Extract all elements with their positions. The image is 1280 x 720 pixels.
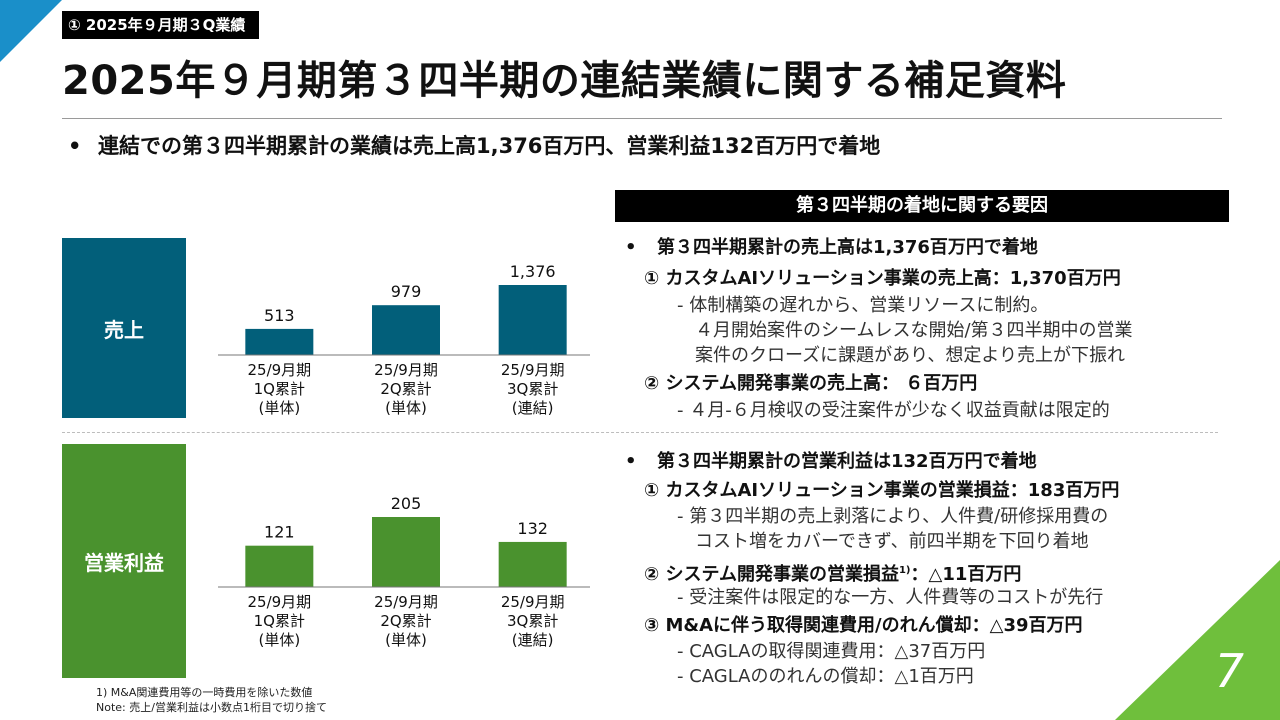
category-label: 25/9月期 — [501, 361, 565, 379]
category-label: 25/9月期 — [247, 361, 311, 379]
page-number: 7 — [1214, 644, 1244, 698]
section-tag: ① 2025年９月期３Q業績 — [62, 11, 260, 39]
category-label: 3Q累計 — [507, 612, 558, 630]
footnotes: 1) M&A関連費用等の一時費用を除いた数値 Note: 売上/営業利益は小数点… — [96, 685, 327, 715]
category-label: 1Q累計 — [254, 612, 305, 630]
sales-label-block: 売上 — [62, 238, 186, 418]
category-label: (連結) — [512, 399, 554, 417]
op-factor-item-1: ① カスタムAIソリューション事業の営業損益：183百万円 — [644, 480, 1120, 501]
sales-factor-item-1: ① カスタムAIソリューション事業の売上高：1,370百万円 — [644, 268, 1121, 289]
op-label-block: 営業利益 — [62, 444, 186, 678]
op-factor-item-1-detail-2: コスト増をカバーできず、前四半期を下回り着地 — [695, 531, 1089, 552]
category-label: 25/9月期 — [247, 593, 311, 611]
op-factor-item-3-detail-1: - CAGLAの取得関連費用：△37百万円 — [677, 641, 986, 662]
corner-accent-bottom-right — [1115, 560, 1280, 720]
op-factor-heading: • 第３四半期累計の営業利益は132百万円で着地 — [625, 451, 1037, 472]
bullet-icon: • — [68, 134, 82, 158]
bar — [372, 517, 440, 587]
category-label: (連結) — [512, 631, 554, 649]
data-label: 979 — [391, 282, 422, 301]
op-factor-item-1-detail-1: - 第３四半期の売上剥落により、人件費/研修採用費の — [677, 506, 1109, 527]
operating-profit-bar-chart: 12125/9月期1Q累計(単体)20525/9月期2Q累計(単体)13225/… — [218, 494, 590, 649]
sales-factor-item-1-detail-2: ４月開始案件のシームレスな開始/第３四半期中の営業 — [695, 320, 1133, 341]
category-label: (単体) — [385, 631, 427, 649]
category-label: 3Q累計 — [507, 380, 558, 398]
data-label: 1,376 — [510, 262, 556, 281]
data-label: 205 — [391, 494, 422, 513]
category-label: 25/9月期 — [374, 593, 438, 611]
sales-factor-item-1-detail-1: - 体制構築の遅れから、営業リソースに制約。 — [677, 295, 1049, 316]
category-label: 2Q累計 — [380, 612, 431, 630]
bullet-icon: • — [625, 237, 637, 258]
bar — [498, 541, 567, 587]
sales-factor-item-2: ② システム開発事業の売上高： ６百万円 — [644, 373, 978, 394]
category-label: (単体) — [258, 399, 300, 417]
title-divider — [62, 118, 1222, 119]
data-label: 132 — [517, 519, 548, 538]
bar — [498, 285, 567, 355]
bar — [245, 328, 314, 355]
footnote-2: Note: 売上/営業利益は小数点1桁目で切り捨て — [96, 701, 327, 714]
op-factor-item-3: ③ M&Aに伴う取得関連費用/のれん償却：△39百万円 — [644, 615, 1083, 636]
factors-header: 第３四半期の着地に関する要因 — [615, 190, 1229, 222]
op-factor-item-2-detail: - 受注案件は限定的な一方、人件費等のコストが先行 — [677, 587, 1104, 608]
op-factor-item-2: ② システム開発事業の営業損益1)：△11百万円 — [644, 564, 1022, 585]
category-label: 2Q累計 — [380, 380, 431, 398]
category-label: (単体) — [258, 631, 300, 649]
data-label: 513 — [264, 306, 295, 325]
page-title: 2025年９月期第３四半期の連結業績に関する補足資料 — [62, 58, 1067, 104]
category-label: (単体) — [385, 399, 427, 417]
sales-factor-item-2-detail: - ４月-６月検収の受注案件が少なく収益貢献は限定的 — [677, 400, 1110, 421]
category-label: 25/9月期 — [501, 593, 565, 611]
sales-factor-item-1-detail-3: 案件のクローズに課題があり、想定より売上が下振れ — [695, 345, 1126, 366]
summary-line: • 連結での第３四半期累計の業績は売上高1,376百万円、営業利益132百万円で着… — [68, 130, 880, 160]
category-label: 1Q累計 — [254, 380, 305, 398]
bar — [245, 545, 314, 587]
section-divider — [62, 432, 1218, 433]
footnote-ref: 1) — [898, 565, 911, 576]
op-factor-item-3-detail-2: - CAGLAののれんの償却：△1百万円 — [677, 666, 974, 687]
corner-accent-top-left — [0, 0, 62, 62]
summary-text: 連結での第３四半期累計の業績は売上高1,376百万円、営業利益132百万円で着地 — [98, 134, 881, 158]
footnote-1: 1) M&A関連費用等の一時費用を除いた数値 — [96, 686, 313, 699]
bar — [372, 305, 440, 355]
sales-label: 売上 — [104, 317, 144, 342]
category-label: 25/9月期 — [374, 361, 438, 379]
sales-bar-chart: 51325/9月期1Q累計(単体)97925/9月期2Q累計(単体)1,3762… — [218, 262, 590, 417]
data-label: 121 — [264, 523, 295, 542]
op-label: 営業利益 — [84, 550, 164, 575]
sales-factor-heading: • 第３四半期累計の売上高は1,376百万円で着地 — [625, 237, 1038, 258]
bullet-icon: • — [625, 451, 637, 472]
